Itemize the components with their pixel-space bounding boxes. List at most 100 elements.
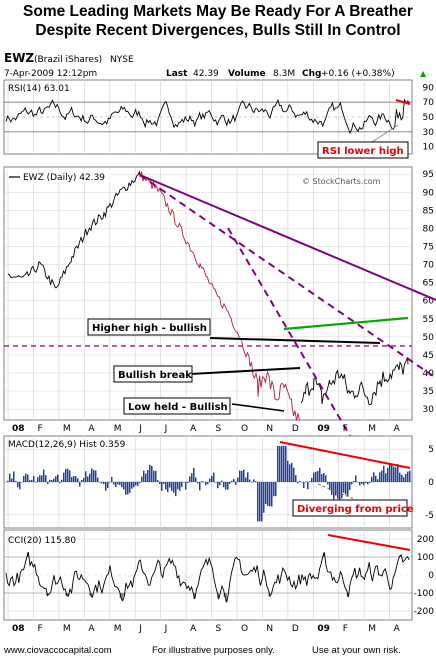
macd-bar-111: [229, 482, 231, 484]
price-tick-90: 90: [423, 188, 435, 198]
rsi-tick-30: 30: [423, 128, 435, 138]
month-label-bottom-N: N: [266, 624, 273, 634]
price-y-axis: 30 35 40 45 50 55 60 65 70 75 80 85 90 95: [423, 170, 435, 415]
macd-bar-110: [227, 482, 229, 490]
macd-bar-20: [47, 482, 49, 484]
macd-tick-5: 5: [428, 445, 434, 455]
macd-bar-106: [219, 482, 221, 486]
last-label: Last: [166, 69, 188, 79]
higher-high-trendline: [283, 316, 409, 331]
macd-bar-37: [81, 479, 83, 482]
cci-tick-100: 100: [417, 553, 434, 563]
macd-bar-15: [37, 477, 39, 482]
month-label-M: M: [114, 424, 122, 434]
macd-bar-197: [401, 474, 403, 482]
macd-bar-86: [179, 482, 181, 491]
macd-bar-19: [45, 475, 47, 482]
macd-bar-62: [131, 482, 133, 489]
macd-bar-114: [235, 482, 237, 485]
price-series-recovery-line: [300, 357, 409, 406]
price-tick-85: 85: [423, 206, 434, 216]
macd-bar-27: [61, 479, 63, 482]
macd-bar-41: [89, 473, 91, 482]
macd-bar-126: [259, 482, 261, 522]
macd-bar-75: [157, 480, 159, 482]
low-held-callout-box: [123, 397, 231, 415]
month-label-bottom-A: A: [88, 624, 95, 634]
macd-bar-181: [369, 482, 371, 484]
macd-bar-173: [353, 481, 355, 482]
symbol: EWZ: [4, 51, 34, 65]
macd-bar-76: [159, 482, 161, 484]
macd-bar-118: [243, 469, 245, 482]
macd-bar-147: [301, 482, 303, 483]
price-panel: 30 35 40 45 50 55 60 65 70 75 80 85 90 95 Higher high…: [3, 166, 436, 447]
macd-callout-leader: [317, 483, 357, 501]
macd-bar-192: [391, 464, 393, 482]
price-tick-65: 65: [423, 279, 434, 289]
macd-bar-98: [203, 481, 205, 483]
macd-bar-94: [195, 477, 197, 482]
macd-bar-137: [281, 445, 283, 482]
higher-high-callout-box: [87, 318, 211, 336]
cci-fill-9: [121, 593, 123, 601]
macd-bar-138: [283, 445, 285, 482]
cci-fill-10: [122, 593, 125, 596]
macd-bar-93: [193, 467, 195, 482]
price-frame: [3, 166, 413, 421]
macd-label: MACD(12,26,9) Hist 0.359: [8, 440, 126, 450]
macd-bar-91: [189, 476, 191, 482]
macd-bar-187: [381, 470, 383, 482]
month-axis: 08 F M A M J J A S O N D 09 F M A: [12, 424, 401, 434]
macd-bar-67: [141, 476, 143, 482]
macd-bar-51: [109, 482, 111, 483]
macd-bar-161: [329, 482, 331, 490]
macd-bar-18: [43, 469, 45, 482]
macd-bar-59: [125, 482, 127, 495]
cci-label: CCI(20) 115.80: [8, 536, 76, 546]
macd-bar-78: [163, 482, 165, 484]
macd-bar-162: [331, 482, 333, 495]
macd-bar-104: [215, 482, 217, 483]
macd-tick-0: 0: [428, 478, 434, 488]
macd-bar-159: [325, 475, 327, 482]
macd-bar-44: [95, 470, 97, 482]
macd-bar-183: [373, 472, 375, 482]
month-label-A: A: [88, 424, 95, 434]
macd-bar-145: [297, 482, 299, 484]
rsi-lower-high-trendline: [395, 99, 411, 105]
month-label-bottom-O: O: [241, 624, 248, 634]
month-label-bottom-F: F: [343, 624, 348, 634]
month-label-M: M: [63, 424, 71, 434]
macd-bar-188: [383, 465, 385, 482]
rsi-panel: 10 30 50 70 90 RSI(14) 63.01 RSI lower high: [3, 79, 435, 159]
month-label-bottom-M: M: [368, 624, 376, 634]
macd-bar-129: [265, 482, 267, 505]
macd-bar-24: [55, 476, 57, 482]
macd-bar-120: [247, 472, 249, 482]
footer-risk: Use at your own risk.: [312, 645, 401, 656]
macd-bar-79: [165, 482, 167, 490]
macd-bar-199: [405, 473, 407, 482]
month-label-F: F: [343, 424, 348, 434]
macd-bar-186: [379, 472, 381, 482]
macd-bar-172: [351, 482, 353, 485]
macd-bar-63: [133, 482, 135, 488]
price-tick-45: 45: [423, 351, 434, 361]
month-label-bottom-S: S: [216, 624, 222, 634]
month-label-O: O: [241, 424, 248, 434]
macd-bar-168: [343, 482, 345, 493]
macd-bar-74: [155, 470, 157, 482]
macd-bar-96: [199, 482, 201, 491]
macd-bar-164: [335, 482, 337, 496]
macd-bar-174: [355, 475, 357, 482]
rsi-y-axis: 10 30 50 70 90: [423, 83, 435, 152]
macd-bar-39: [85, 471, 87, 482]
macd-bar-72: [151, 465, 153, 482]
cci-fill-1: [46, 593, 48, 596]
macd-bar-31: [69, 470, 71, 482]
macd-bar-54: [115, 482, 117, 488]
macd-bar-66: [139, 482, 141, 484]
macd-bar-184: [375, 475, 377, 482]
macd-bar-87: [181, 482, 183, 488]
